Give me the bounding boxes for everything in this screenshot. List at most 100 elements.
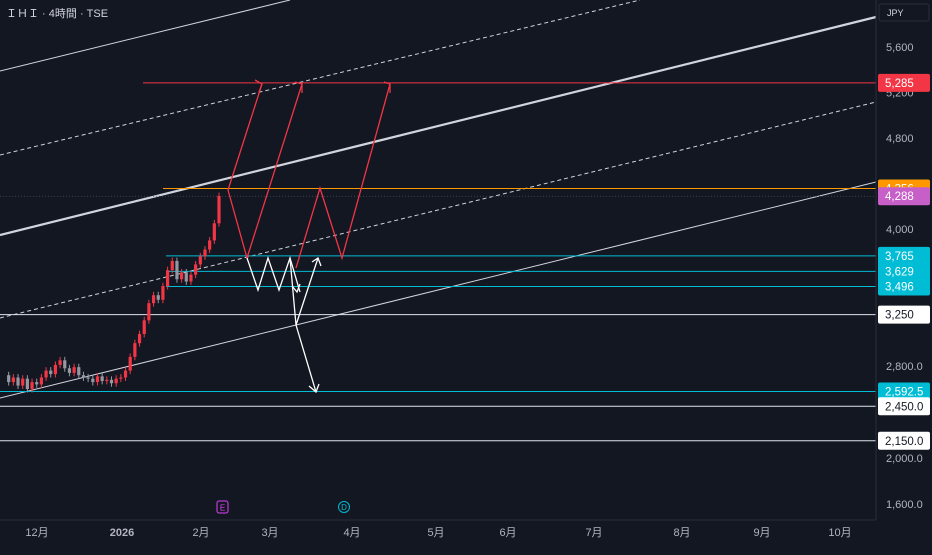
candle-body	[49, 370, 53, 375]
candle-body	[147, 303, 151, 321]
channel-upper-dashed[interactable]	[0, 0, 641, 156]
dividend-marker[interactable]	[338, 501, 350, 513]
level-price-tag[interactable]	[878, 187, 930, 206]
red-arrowhead-2	[294, 81, 303, 93]
candle-body	[165, 270, 170, 287]
horizontal-levels[interactable]	[0, 82, 876, 442]
candle-body	[217, 196, 221, 224]
level-price-tag-label: 3,765	[885, 251, 914, 263]
white-zigzag[interactable]	[246, 255, 301, 293]
candle-body	[95, 376, 100, 383]
red-projection-1[interactable]	[227, 83, 263, 191]
white-arrowhead-2	[311, 257, 322, 267]
candle-body	[156, 295, 160, 300]
candle-body	[114, 378, 118, 384]
projection-paths[interactable]	[227, 79, 391, 394]
level-price-tags[interactable]: 5,2854,3564,2883,7653,6293,4963,2502,592…	[878, 73, 930, 450]
channel-lower-solid[interactable]	[0, 181, 877, 399]
red-arrowhead-3	[383, 81, 391, 93]
level-price-tag-label: 3,629	[885, 266, 914, 278]
channel-median[interactable]	[0, 15, 877, 237]
candle-body	[151, 295, 156, 304]
candle-body	[142, 320, 146, 335]
channel-upper-solid[interactable]	[0, 0, 291, 72]
y-tick-label: 2,000.0	[886, 453, 923, 465]
candle-body	[63, 360, 67, 369]
white-drop-path[interactable]	[295, 324, 317, 393]
level-price-tag-label: 2,592.5	[885, 387, 923, 399]
channel-lower-dashed[interactable]	[0, 101, 877, 319]
candle-body	[53, 364, 58, 375]
candle-body	[91, 378, 95, 383]
y-tick-label: 5,600	[886, 42, 914, 54]
symbol-header[interactable]: ＩＨＩ · 4時間 · TSE	[6, 7, 108, 20]
candle-body	[184, 272, 188, 282]
level-price-tag[interactable]	[878, 431, 930, 450]
candle-body	[44, 370, 48, 378]
channel-lines[interactable]	[0, 0, 877, 399]
earnings-marker[interactable]	[216, 500, 229, 514]
white-arrowhead-3	[308, 383, 320, 394]
candle-body	[100, 376, 104, 381]
x-tick-label: 4月	[343, 527, 360, 539]
candle-body	[212, 223, 216, 241]
candle-body	[81, 375, 86, 378]
level-price-tag-label: 4,288	[885, 191, 914, 203]
level-price-tag-label: 3,496	[885, 282, 914, 294]
candle-body	[25, 378, 29, 389]
x-tick-label: 2月	[192, 527, 209, 539]
candle-body	[58, 360, 62, 365]
candle-body	[77, 367, 81, 376]
candle-body	[86, 377, 90, 379]
price-scale[interactable]: JPY 5,6005,2004,8004,0002,800.02,000.01,…	[875, 0, 932, 550]
currency-box[interactable]	[878, 3, 930, 22]
candle-body	[30, 382, 34, 389]
red-arrowhead-1	[254, 79, 263, 93]
level-price-tag-label: 2,150.0	[885, 436, 923, 448]
currency-label: JPY	[887, 8, 904, 18]
x-tick-label: 12月	[25, 527, 48, 539]
y-tick-label: 2,800.0	[886, 361, 923, 373]
candle-body	[39, 377, 43, 385]
y-tick-label: 4,800	[886, 133, 914, 145]
x-tick-label: 9月	[753, 527, 770, 539]
level-price-tag[interactable]	[878, 277, 930, 296]
level-price-tag[interactable]	[878, 73, 930, 92]
level-price-tag[interactable]	[878, 382, 930, 401]
x-tick-label: 3月	[261, 527, 278, 539]
x-tick-label: 8月	[673, 527, 690, 539]
x-tick-label: 7月	[585, 527, 602, 539]
candle-body	[16, 377, 20, 386]
candle-body	[137, 334, 142, 344]
event-markers[interactable]: E D	[216, 500, 350, 514]
candle-body	[198, 256, 202, 265]
level-price-tag-label: 5,285	[885, 78, 914, 90]
candle-body	[203, 249, 207, 257]
candlesticks	[7, 192, 221, 393]
candle-body	[189, 274, 193, 282]
candle-body	[175, 260, 179, 280]
x-axis-ticks: 12月 2026 2月 3月 4月 5月 6月 7月 8月 9月 10月	[25, 527, 851, 539]
x-tick-label: 6月	[499, 527, 516, 539]
candle-body	[35, 382, 39, 385]
candle-body	[208, 240, 212, 250]
level-price-tag[interactable]	[878, 246, 930, 265]
level-price-tag[interactable]	[878, 305, 930, 324]
candle-body	[67, 368, 72, 373]
level-price-tag[interactable]	[878, 262, 930, 281]
candle-body	[105, 379, 109, 381]
earnings-marker-label: E	[220, 504, 225, 513]
dividend-marker-label: D	[341, 503, 347, 512]
time-scale[interactable]: 12月 2026 2月 3月 4月 5月 6月 7月 8月 9月 10月	[0, 519, 876, 539]
candle-body	[133, 343, 137, 357]
red-projection-3[interactable]	[295, 83, 391, 269]
y-axis-ticks: 5,6005,2004,8004,0002,800.02,000.01,600.…	[886, 42, 923, 511]
white-arrowhead-1	[291, 283, 301, 294]
candle-body	[109, 379, 114, 384]
candle-body	[180, 272, 184, 280]
candle-body	[72, 367, 76, 373]
level-price-tag-label: 3,250	[885, 310, 914, 322]
level-price-tag[interactable]	[878, 397, 930, 416]
